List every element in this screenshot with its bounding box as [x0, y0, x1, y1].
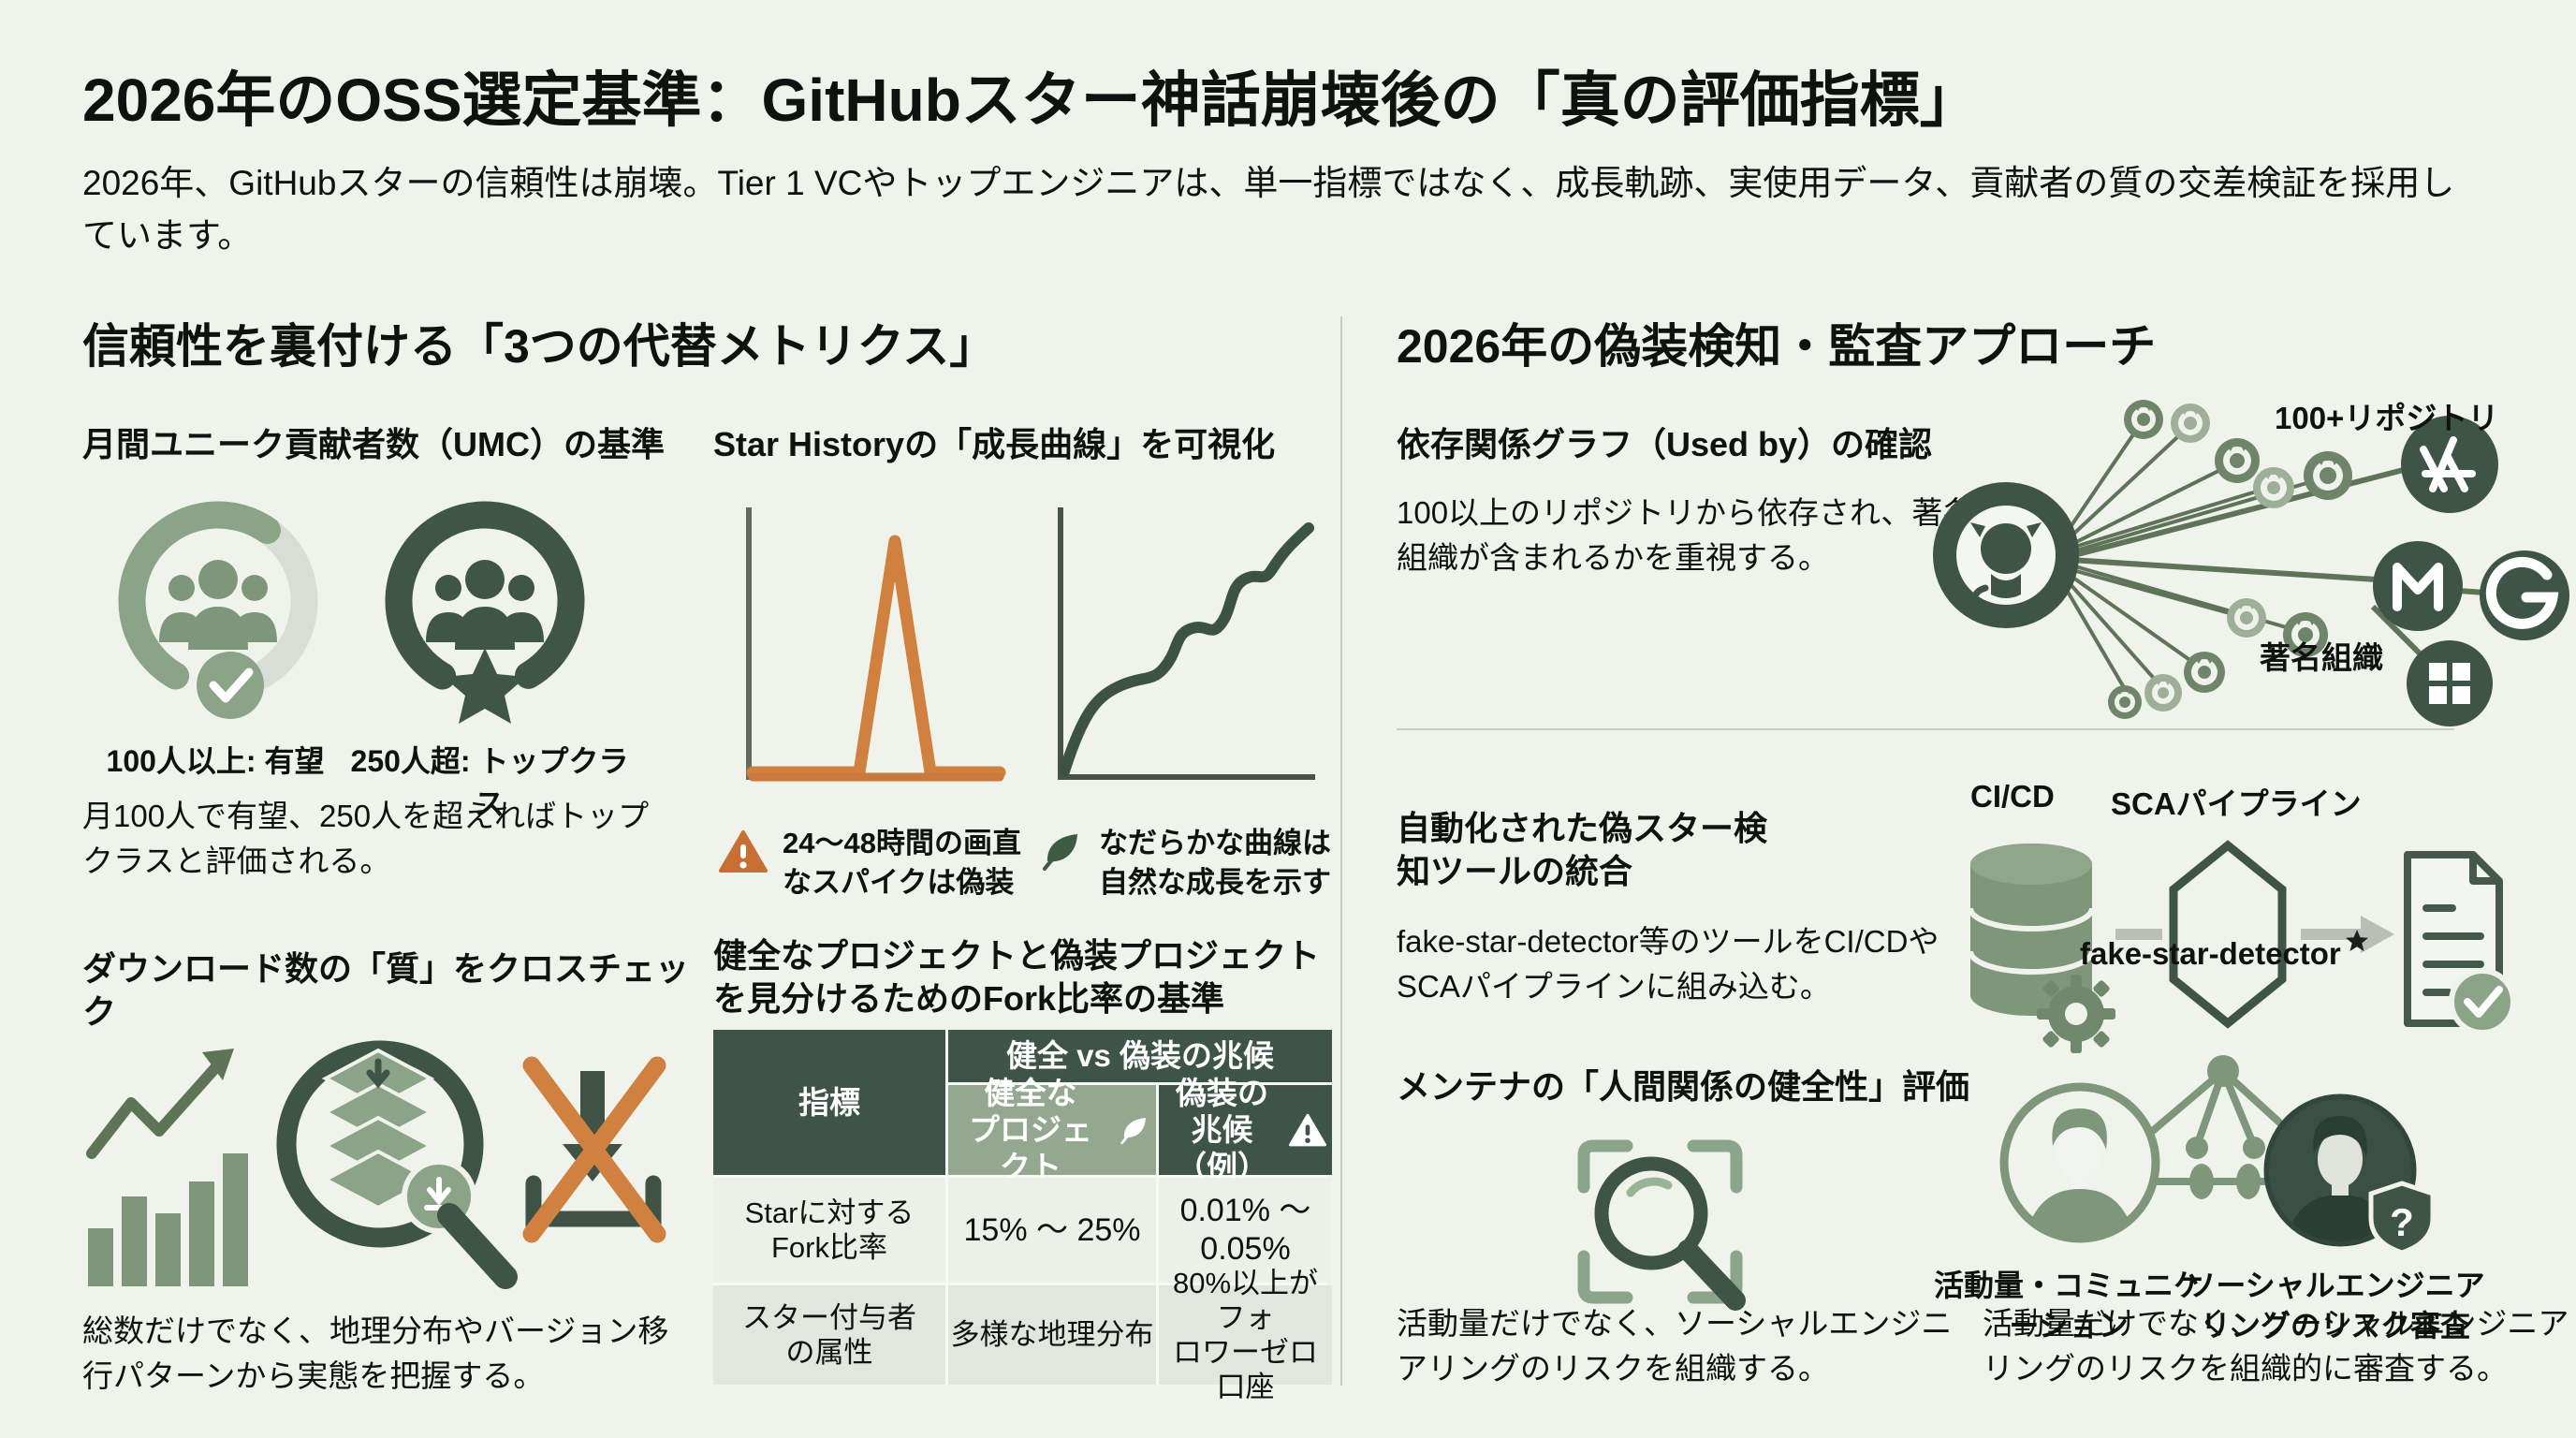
repo-node-icons: [2108, 400, 2352, 719]
maintainer-relationship-graphic: ?: [1999, 1055, 2436, 1255]
tool-name-label: fake-star-detector: [2080, 936, 2341, 971]
notable-orgs-label: 著名組織: [2260, 640, 2383, 675]
people-group-icon: [426, 560, 544, 650]
page-title: 2026年のOSS選定基準：GitHubスター神話崩壊後の「真の評価指標」: [82, 66, 1980, 134]
x-cross-icon: [522, 1056, 666, 1243]
left-column-header: 信頼性を裏付ける「3つの代替メトリクス」: [82, 320, 997, 373]
database-icon: [1968, 844, 2095, 1016]
table-row: 15% ～ 25%: [948, 1178, 1156, 1283]
umc-100-ring-icon: [118, 501, 318, 719]
star-history-section-title: Star Historyの「成長曲線」を可視化: [713, 425, 1276, 463]
risk-review-label: ソーシャルエンジニアリングのリスク審査: [2186, 1269, 2485, 1343]
warning-icon: [719, 830, 768, 873]
leaf-icon: [1120, 1118, 1146, 1145]
table-row: 80%以上がフォ ロワーゼロ口座: [1159, 1267, 1332, 1403]
table-col-fake-label: 偽装の兆候 （例）: [1176, 1075, 1268, 1184]
table-col-healthy-label: 健全な プロジェクト: [969, 1075, 1092, 1184]
download-quality-icons: [86, 1040, 666, 1289]
table-col-fake: 偽装の兆候 （例）: [1159, 1076, 1332, 1184]
dependency-network-graphic: [1933, 400, 2569, 726]
spike-caption-row: 24～48時間の画直なスパイクは偽装: [719, 824, 1028, 902]
smooth-caption: なだらかな曲線は自然な成長を示す: [1099, 827, 1331, 899]
tool-name-row: fake-star-detector: [2080, 930, 2369, 972]
g-logo-icon: [2480, 550, 2569, 640]
hexagon-icon: [2169, 840, 2287, 1029]
fake-star-section-title: 自動化された偽スター検知ツールの統合: [1397, 809, 1768, 891]
report-document-icon: [2404, 851, 2516, 1035]
relationship-nodes: [2186, 1055, 2265, 1199]
sca-pipeline-label: SCAパイプライン: [2111, 786, 2362, 821]
risk-avatar-icon: ?: [2263, 1093, 2436, 1255]
table-col-healthy: 健全な プロジェクト: [948, 1076, 1156, 1184]
fork-table-title: 健全なプロジェクトと偽装プロジェクトを見分けるためのFork比率の基準: [713, 936, 1321, 1019]
table-group-header: 健全 vs 偽装の兆候: [948, 1030, 1332, 1082]
table-row: Starに対する Fork比率: [713, 1178, 945, 1283]
column-divider: [1340, 316, 1342, 1386]
m-logo-icon: [2373, 541, 2463, 631]
downloads-section-title: ダウンロード数の「質」をクロスチェック: [82, 949, 690, 1032]
maintainer-caption-left: 活動量だけでなく、ソーシャルエンジニアリングのリスクを組織する。: [1397, 1306, 1953, 1386]
activity-avatar-icon: [1999, 1082, 2160, 1243]
rejected-download-icon: [522, 1056, 666, 1243]
pipeline-graphic: [1968, 840, 2516, 1053]
spike-caption: 24～48時間の画直なスパイクは偽装: [783, 827, 1021, 899]
dependency-body: 100以上のリポジトリから依存され、著名組織が含まれるかを重視する。: [1397, 495, 1974, 575]
github-hub-icon: [1933, 482, 2079, 628]
star-badge-icon: [444, 648, 526, 724]
umc-caption: 月100人で有望、250人を超えればトップクラスと評価される。: [82, 799, 650, 878]
right-section-divider: [1397, 728, 2454, 730]
check-badge-icon: [197, 652, 264, 719]
dependency-section-title: 依存関係グラフ（Used by）の確認: [1397, 425, 1933, 463]
svg-text:?: ?: [2390, 1200, 2414, 1244]
umc-250-label: 250人超: トップクラス: [350, 744, 629, 821]
right-column-header: 2026年の偽装検知・監査アプローチ: [1397, 320, 2157, 373]
gear-icon: [2037, 975, 2115, 1053]
umc-section-title: 月間ユニーク貢献者数（UMC）の基準: [82, 425, 665, 463]
app-store-icon: [2401, 416, 2498, 513]
smooth-caption-row: なだらかな曲線は自然な成長を示す: [1037, 824, 1346, 902]
spike-chart: [746, 507, 1006, 782]
bar-chart-icon: [86, 1049, 248, 1286]
risk-shield-icon: ?: [2368, 1181, 2436, 1255]
growth-chart: [1058, 507, 1315, 780]
maintainer-caption-right: 活動量だけでなく、ソーシャルエンジニアリングのリスクを組織的に審査する。: [1983, 1306, 2569, 1386]
page-subtitle: 2026年、GitHubスターの信頼性は崩壊。Tier 1 VCやトップエンジニ…: [82, 164, 2455, 255]
scan-magnifier-icon: [1577, 1139, 1746, 1311]
leaf-icon: [1043, 834, 1077, 871]
star-icon: [2345, 930, 2368, 951]
maintainer-section-title: メンテナの「人間関係の健全性」評価: [1397, 1067, 1970, 1106]
table-row: 多様な地理分布: [948, 1285, 1156, 1385]
fake-star-body: fake-star-detector等のツールをCI/CDやSCAパイプラインに…: [1397, 924, 1939, 1004]
umc-100-label: 100人以上: 有望: [106, 744, 325, 778]
table-row: スター付与者 の属性: [713, 1285, 945, 1385]
repos-count-label: 100+リポジトリ: [2275, 401, 2499, 435]
windows-grid-icon: [2407, 640, 2493, 726]
table-col-metric: 指標: [713, 1030, 945, 1175]
download-audit-magnifier-icon: [276, 1040, 518, 1289]
table-row: 0.01% ～ 0.05%: [1159, 1178, 1332, 1283]
network-spokes: [2056, 418, 2486, 702]
downloads-caption: 総数だけでなく、地理分布やバージョン移行パターンから実態を把握する。: [82, 1313, 669, 1393]
people-group-icon: [159, 560, 277, 650]
umc-250-ring-icon: [385, 501, 585, 724]
cicd-label: CI/CD: [1970, 779, 2055, 814]
activity-label: 活動量・コミュニケーション: [1933, 1269, 2203, 1343]
org-node-icons: [2373, 416, 2569, 726]
fork-ratio-table: 指標 健全 vs 偽装の兆候 健全な プロジェクト 偽装の兆候 （例） Star…: [713, 1030, 1332, 1403]
warning-icon: [1289, 1113, 1326, 1146]
